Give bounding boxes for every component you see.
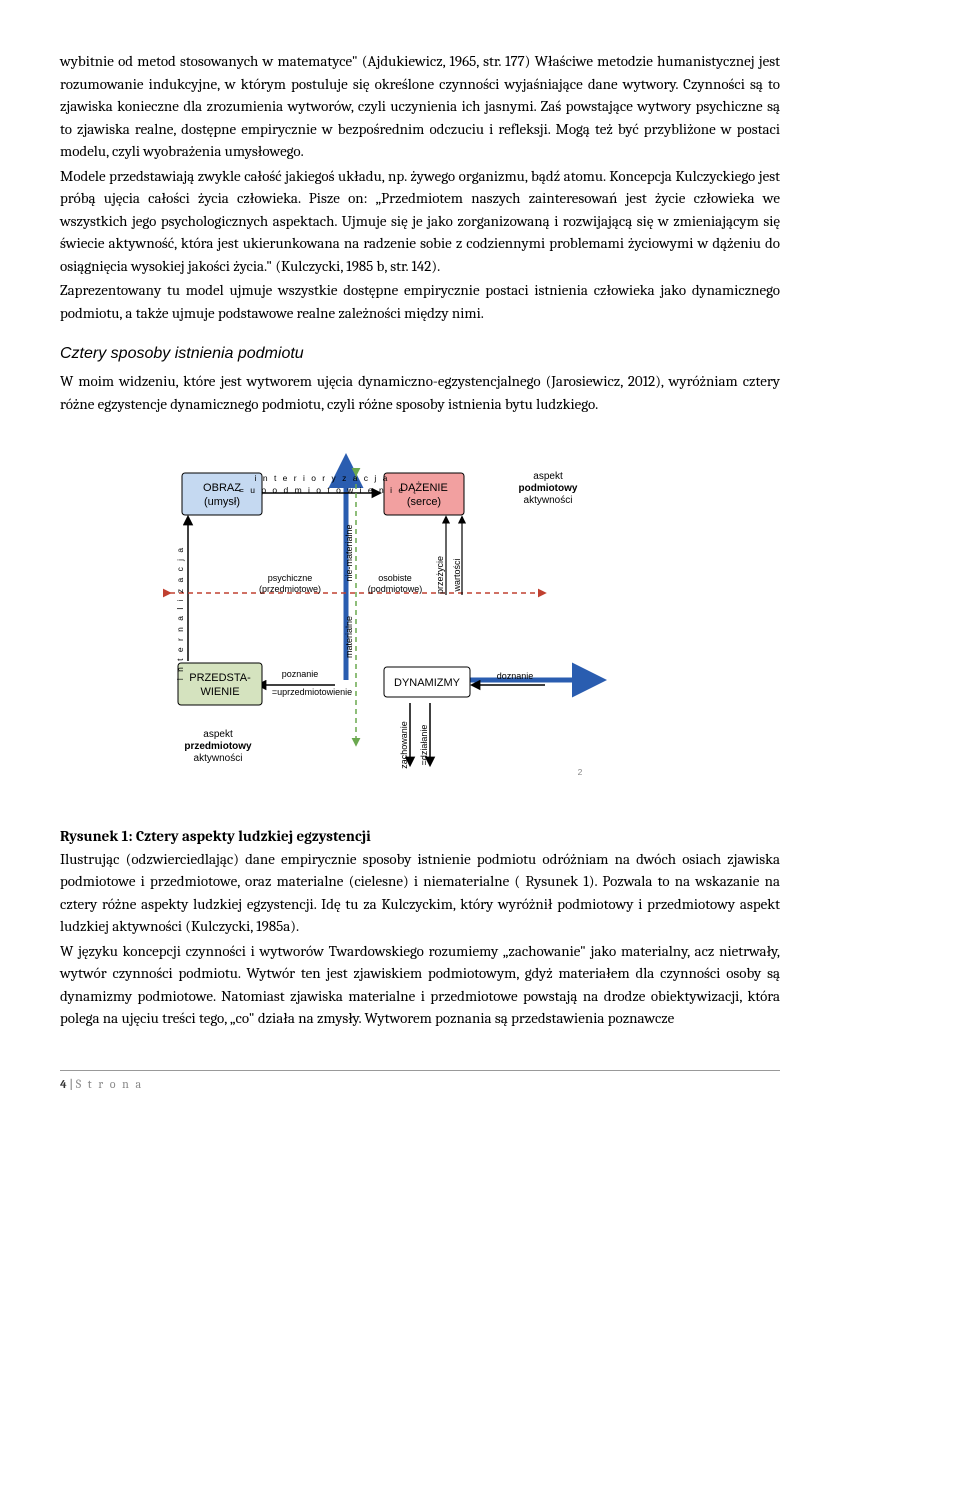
page-number: 4 [60,1077,67,1091]
svg-text:przedmiotowy: przedmiotowy [184,741,252,752]
svg-text:zachowanie: zachowanie [399,721,409,769]
svg-text:wartości: wartości [452,558,462,592]
svg-text:aspekt: aspekt [203,729,233,740]
figure-caption: Rysunek 1: Cztery aspekty ludzkiej egzys… [60,825,780,848]
svg-text:(podmiotowe): (podmiotowe) [368,584,423,594]
svg-text:aspekt: aspekt [533,471,563,482]
paragraph: wybitnie od metod stosowanych w matematy… [60,50,780,163]
paragraph: Ilustrując (odzwierciedlając) dane empir… [60,848,780,938]
svg-text:aktywności: aktywności [524,495,573,506]
svg-text:WIENIE: WIENIE [200,686,239,698]
paragraph: W języku koncepcji czynności i wytworów … [60,940,780,1030]
paragraph: Zaprezentowany tu model ujmuje wszystkie… [60,279,780,324]
svg-text:(przedmiotowe): (przedmiotowe) [259,584,321,594]
svg-text:materialne: materialne [344,616,354,658]
svg-text:DĄŻENIE: DĄŻENIE [400,481,448,494]
svg-text:DYNAMIZMY: DYNAMIZMY [394,677,461,689]
svg-text:PRZEDSTA-: PRZEDSTA- [189,672,251,684]
svg-text:= u p o d m i o t o w i e n i: = u p o d m i o t o w i e n i e [239,485,405,495]
svg-text:osobiste: osobiste [378,573,412,583]
svg-text:nie-materialne: nie-materialne [344,524,354,581]
svg-text:przeżycie: przeżycie [435,556,445,594]
paragraph: W moim widzeniu, które jest wytworem uję… [60,370,780,415]
svg-text:psychiczne: psychiczne [268,573,313,583]
svg-text:(umysł): (umysł) [204,496,240,508]
page-label: S t r o n a [76,1077,143,1091]
svg-text:i n t e r i o r y z a c j a: i n t e r i o r y z a c j a [255,473,390,483]
paragraph: Modele przedstawiają zwykle całość jakie… [60,165,780,278]
svg-text:doznanie: doznanie [497,671,534,681]
svg-text:=działanie: =działanie [419,725,429,766]
svg-text:i n t e r n a l i z a c j a: i n t e r n a l i z a c j a [175,546,185,680]
svg-text:podmiotowy: podmiotowy [519,483,578,494]
svg-text:(serce): (serce) [407,496,441,508]
page-footer: 4 | S t r o n a [60,1070,780,1093]
svg-text:2: 2 [578,767,583,777]
svg-text:poznanie: poznanie [282,669,319,679]
svg-text:aktywności: aktywności [194,753,243,764]
section-heading: Cztery sposoby istnienia podmiotu [60,342,780,366]
svg-text:=uprzedmiotowienie: =uprzedmiotowienie [272,687,352,697]
svg-text:OBRAZ: OBRAZ [203,482,241,494]
figure-diagram: OBRAZ (umysł) DĄŻENIE (serce) PRZEDSTA- … [100,445,780,815]
